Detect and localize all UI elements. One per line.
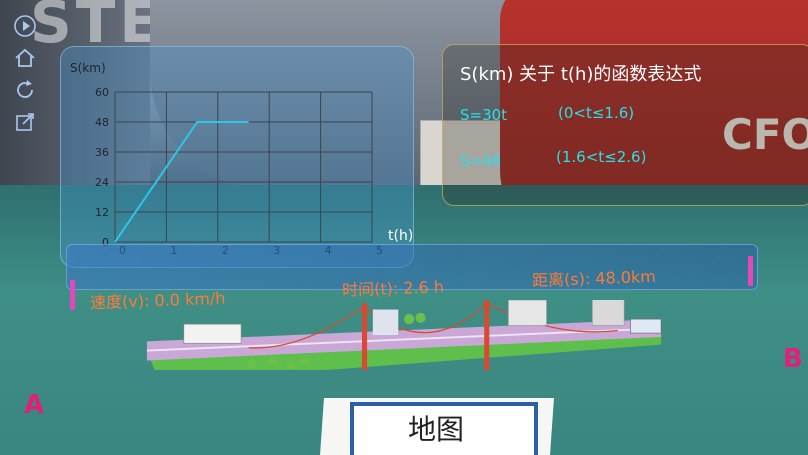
tree — [404, 314, 415, 325]
tower-building — [592, 300, 625, 326]
bus-building — [183, 323, 242, 344]
play-button[interactable] — [11, 12, 39, 40]
tree — [268, 356, 278, 366]
chart-panel — [60, 46, 414, 268]
status-bar — [66, 244, 758, 290]
resize-button[interactable] — [11, 108, 39, 136]
y-tick-label: 48 — [95, 116, 109, 129]
map-card — [350, 402, 538, 455]
formula-cond-2: (1.6<t≤2.6) — [556, 148, 647, 166]
point-b-label: B — [783, 344, 803, 374]
x-axis-label: t(h) — [388, 228, 412, 244]
bridge-tower-right — [484, 300, 490, 370]
bridge-cable-left — [248, 305, 365, 349]
y-tick-label: 24 — [95, 176, 109, 189]
formula-cond-1: (0<t≤1.6) — [558, 104, 635, 122]
refresh-button[interactable] — [11, 76, 39, 104]
y-tick-label: 12 — [95, 206, 109, 219]
church — [372, 309, 399, 335]
play-icon — [14, 15, 36, 37]
home-icon — [15, 48, 35, 67]
y-tick-label: 60 — [95, 86, 109, 99]
status-bar-cap-right — [748, 256, 753, 286]
tree — [247, 359, 257, 369]
bus-model — [630, 318, 662, 334]
distance-time-chart: 01224364860012345S(km)t(h) — [70, 61, 412, 257]
point-a-label: A — [24, 390, 45, 420]
formula-expr-2: S=48 — [460, 152, 502, 170]
speed-readout: 速度(v): 0.0 km/h — [89, 288, 226, 313]
time-readout: 时间(t): 2.6 h — [341, 277, 445, 300]
home-button[interactable] — [11, 44, 39, 72]
bridge-cable-right — [486, 302, 618, 333]
road-bridge-model — [146, 300, 662, 370]
y-axis-label: S(km) — [70, 61, 106, 75]
series-line — [114, 121, 249, 243]
left-toolbar — [8, 12, 42, 140]
formula-title: S(km) 关于 t(h)的函数表达式 — [460, 64, 702, 85]
shirt-logo-text: CFO — [722, 110, 808, 159]
tree — [286, 361, 295, 369]
resize-icon — [16, 113, 34, 131]
bridge-tower-left — [362, 303, 368, 370]
distance-readout: 距离(s): 48.0km — [531, 266, 657, 291]
apartment — [508, 300, 547, 326]
road-lane-line — [146, 327, 662, 352]
formula-panel — [442, 44, 808, 206]
map-card-label: 地图 — [408, 413, 465, 446]
refresh-icon — [17, 80, 33, 98]
status-bar-cap-left — [70, 280, 75, 310]
tree — [415, 312, 426, 323]
tree — [300, 356, 310, 366]
y-tick-label: 36 — [95, 146, 109, 159]
y-tick-label: 0 — [102, 236, 109, 249]
formula-expr-1: S=30t — [460, 106, 508, 124]
